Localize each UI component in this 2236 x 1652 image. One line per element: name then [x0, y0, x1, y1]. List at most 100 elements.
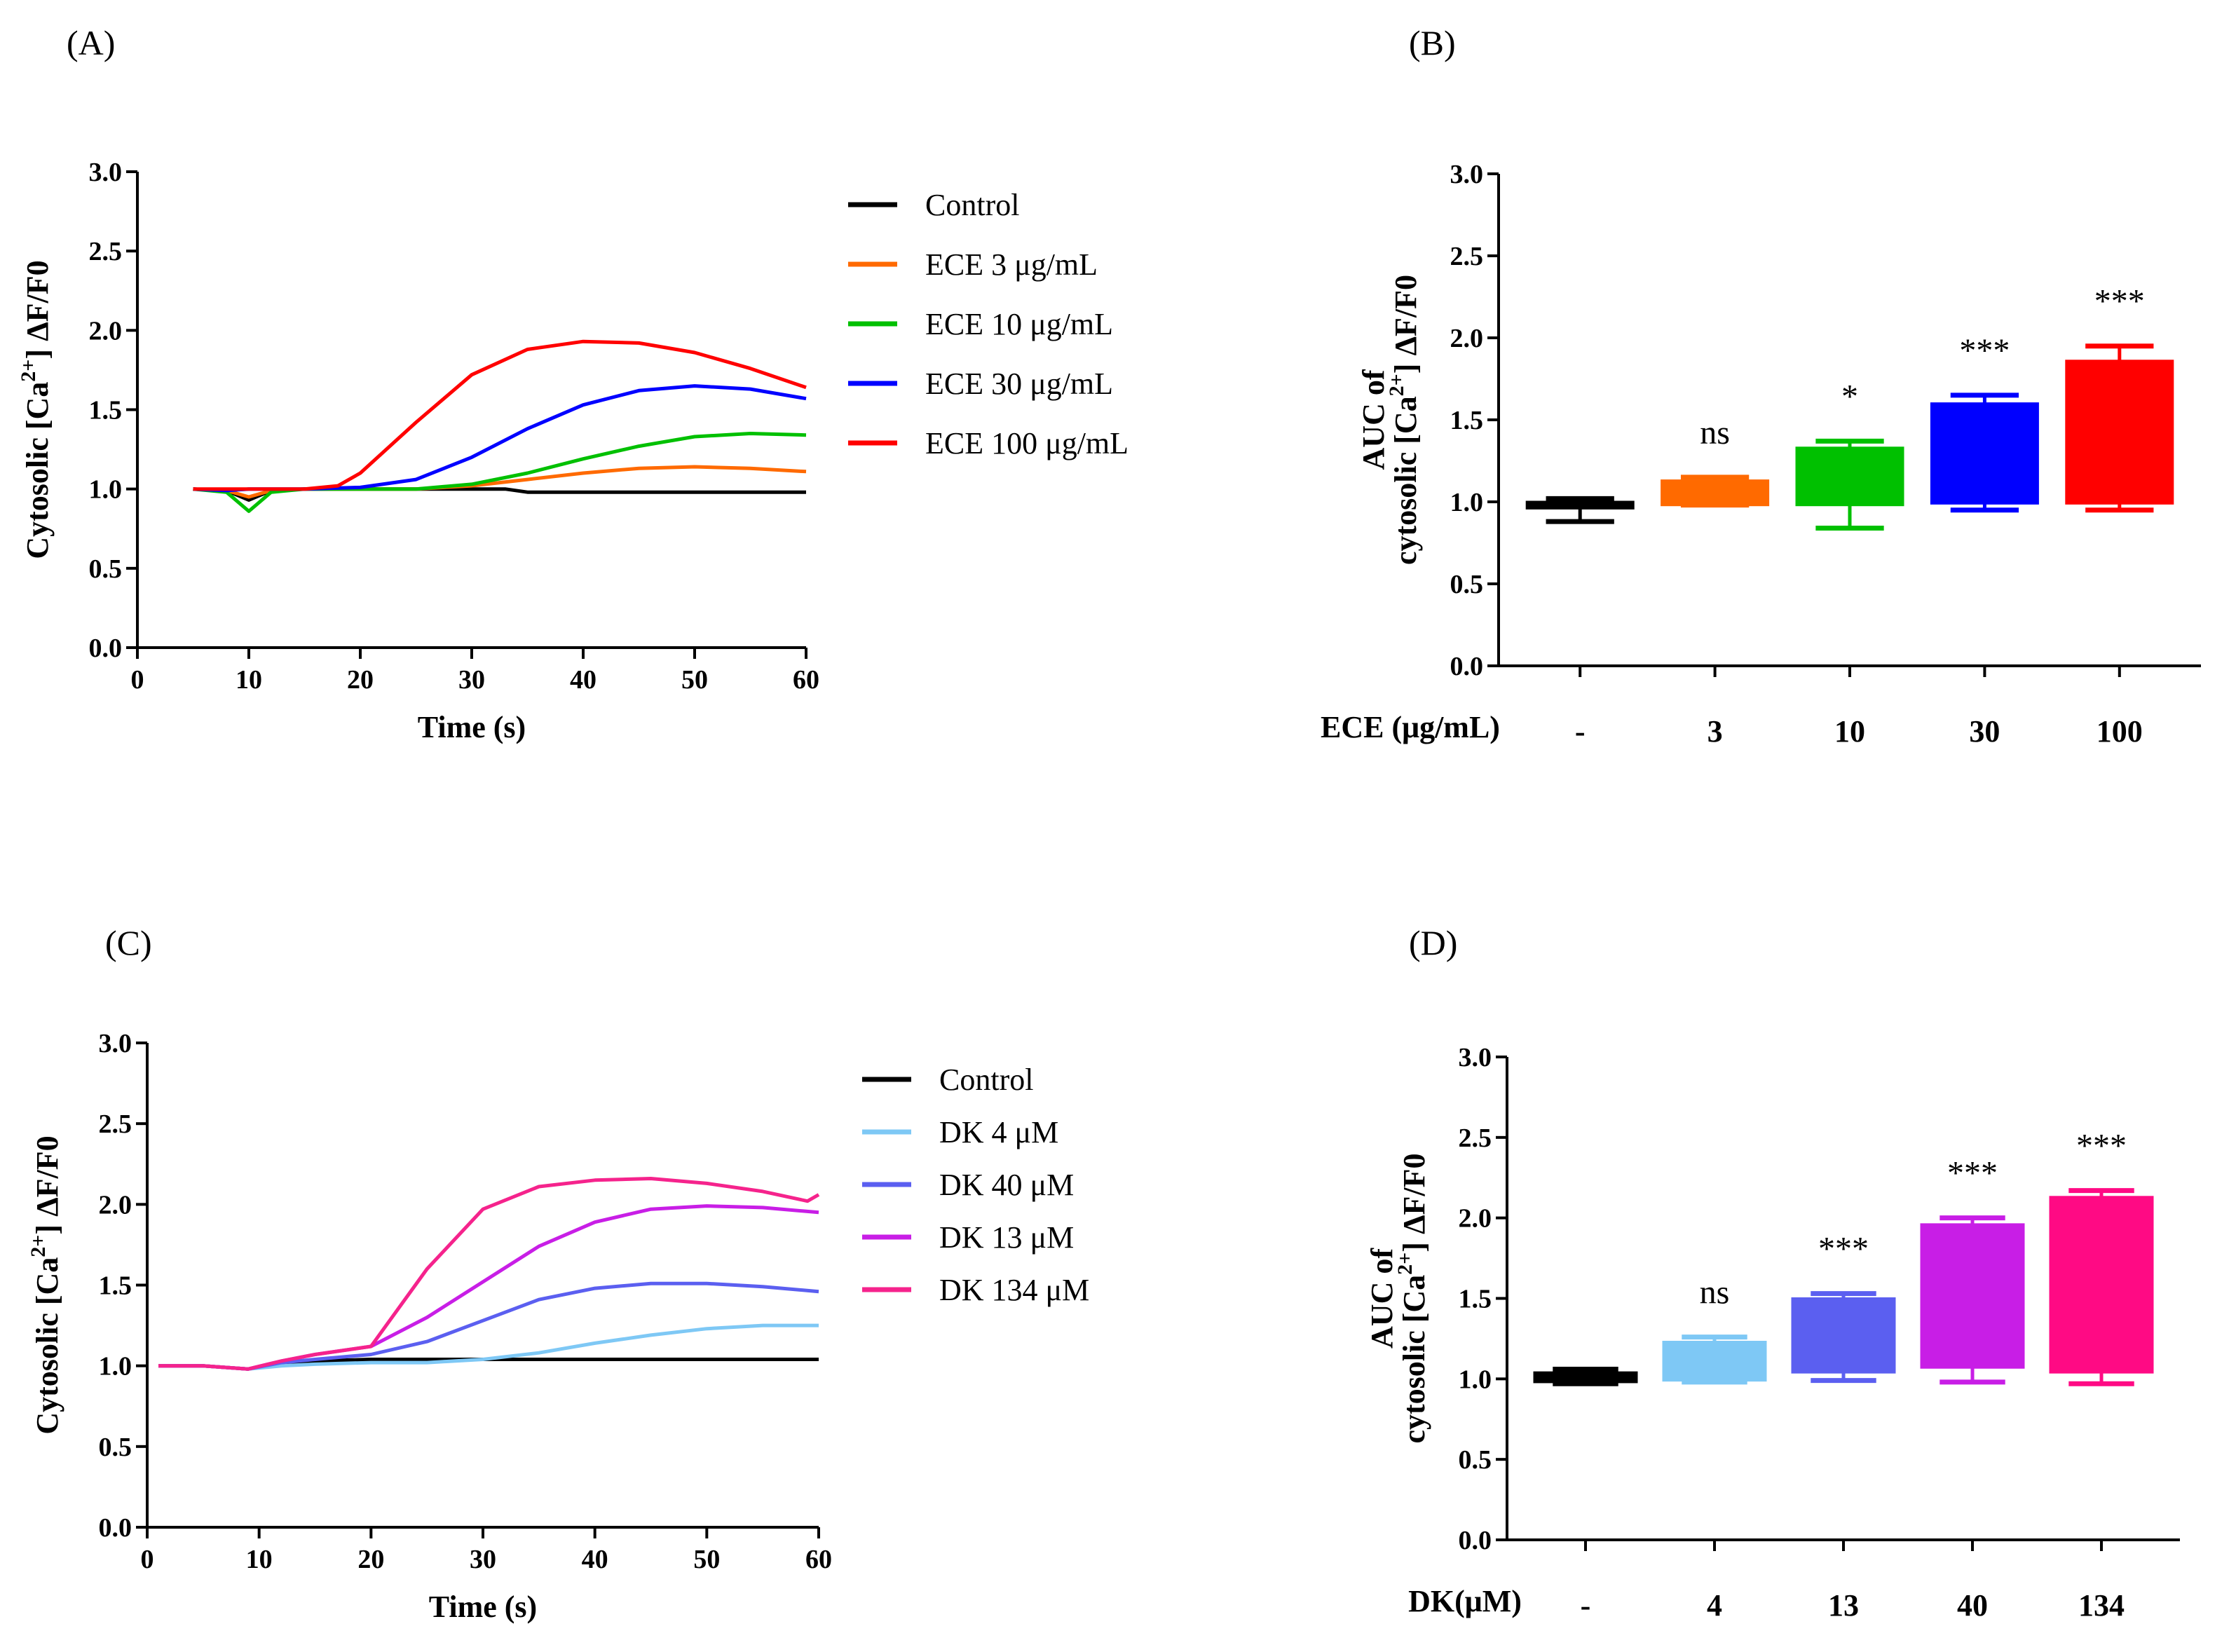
series-line-4 [158, 1204, 819, 1371]
y-tick-label: 1.0 [1459, 1365, 1492, 1394]
x-tick-label: 40 [570, 665, 597, 695]
legend-label-2: ECE 3 μg/mL [925, 247, 1098, 282]
x-axis-title: ECE (μg/mL) [1321, 710, 1500, 744]
series-line-1 [193, 487, 806, 502]
chart-a: 0.0 0.5 1.0 1.5 2.0 2.5 3.0 0 10 20 30 40 50 60 Time (… [17, 158, 1129, 744]
legend-label-2: DK 4 μM [939, 1115, 1058, 1149]
x-tick-label: 30 [458, 665, 485, 695]
y-tick-label: 2.5 [89, 237, 123, 266]
y-tick-label: 3.0 [99, 1029, 132, 1058]
y-tick-label: 2.5 [1450, 242, 1484, 271]
box-2 [1662, 1341, 1767, 1382]
x-tick-label: - [1575, 714, 1586, 749]
y-tick-label: 0.5 [89, 554, 123, 584]
x-tick-label: 30 [1969, 714, 2000, 749]
x-tick-label: 40 [582, 1545, 608, 1574]
x-tick-label: 20 [347, 665, 374, 695]
y-tick-label: 1.0 [89, 475, 123, 505]
panel-c-label: (C) [105, 923, 152, 962]
significance-label: *** [1959, 332, 2010, 369]
x-tick-label: - [1581, 1588, 1591, 1623]
panel-b-label: (B) [1409, 23, 1456, 62]
box-4 [1920, 1223, 2025, 1369]
legend-label-1: Control [925, 188, 1019, 222]
box-5 [2049, 1196, 2154, 1374]
x-tick-label: 4 [1707, 1588, 1722, 1623]
y-tick-label: 0.0 [1450, 652, 1484, 681]
legend-label-3: DK 40 μM [939, 1168, 1074, 1202]
series-line-5 [193, 339, 807, 491]
x-tick-label: 0 [131, 665, 144, 695]
box-1 [1533, 1371, 1638, 1384]
legend-label-4: DK 13 μM [939, 1220, 1074, 1255]
x-tick-label: 3 [1707, 714, 1723, 749]
series-line-3 [193, 432, 807, 513]
box-4 [1930, 402, 2039, 505]
significance-label: ns [1700, 414, 1730, 451]
x-tick-label: 50 [681, 665, 708, 695]
legend-label-5: DK 134 μM [939, 1273, 1089, 1307]
y-tick-label: 1.0 [99, 1352, 132, 1381]
x-tick-label: 134 [2078, 1588, 2125, 1623]
x-tick-label: 0 [141, 1545, 154, 1574]
box-1 [1525, 500, 1635, 510]
series-line-5 [158, 1177, 820, 1371]
significance-label: *** [1947, 1155, 1998, 1192]
y-tick-label: 0.5 [1459, 1445, 1492, 1475]
x-axis-title: DK(μM) [1408, 1584, 1522, 1618]
x-axis-title: Time (s) [429, 1590, 537, 1624]
box-3 [1795, 446, 1904, 507]
legend-label-1: Control [939, 1063, 1033, 1097]
y-tick-label: 2.5 [1459, 1124, 1492, 1153]
legend-label-5: ECE 100 μg/mL [925, 426, 1129, 460]
y-tick-label: 0.5 [99, 1433, 132, 1462]
x-tick-label: 10 [1834, 714, 1865, 749]
y-axis-title-text: cytosolic [Ca2+] ΔF/F0 [1385, 275, 1423, 565]
x-tick-label: 50 [693, 1545, 720, 1574]
x-tick-label: 60 [793, 665, 819, 695]
y-tick-label: 0.0 [99, 1513, 132, 1543]
y-tick-label: 3.0 [1450, 160, 1484, 189]
y-tick-label: 3.0 [1459, 1043, 1492, 1072]
y-axis-title-text: Cytosolic [Ca2+] ΔF/F0 [17, 260, 55, 559]
legend-label-4: ECE 30 μg/mL [925, 367, 1113, 401]
x-tick-label: 13 [1828, 1588, 1859, 1623]
y-tick-label: 0.5 [1450, 570, 1484, 599]
y-tick-label: 1.5 [99, 1271, 132, 1301]
x-tick-label: 20 [357, 1545, 384, 1574]
box-5 [2065, 360, 2174, 505]
x-tick-label: 40 [1957, 1588, 1988, 1623]
y-axis-title-text: cytosolic [Ca2+] ΔF/F0 [1393, 1153, 1431, 1443]
y-tick-label: 1.0 [1450, 488, 1484, 517]
y-tick-label: 1.5 [1450, 406, 1484, 435]
x-tick-label: 30 [470, 1545, 496, 1574]
y-tick-label: 0.0 [1459, 1526, 1492, 1555]
y-axis-title-line1: AUC of [1365, 1248, 1399, 1349]
x-axis-title: Time (s) [418, 710, 526, 744]
y-axis-title: Cytosolic [Ca2+] ΔF/F0 [17, 260, 55, 559]
legend-label-3: ECE 10 μg/mL [925, 307, 1113, 341]
box-2 [1661, 479, 1770, 507]
chart-c: 0.0 0.5 1.0 1.5 2.0 2.5 3.0 0 10 20 30 40 50 60 Time (… [27, 1029, 1089, 1624]
x-tick-label: 10 [236, 665, 262, 695]
y-tick-label: 1.5 [89, 396, 123, 425]
y-tick-label: 2.0 [1450, 324, 1484, 353]
panel-d-label: (D) [1409, 923, 1457, 962]
y-tick-label: 3.0 [89, 158, 123, 187]
panel-a-label: (A) [67, 23, 115, 62]
significance-label: *** [2094, 283, 2145, 320]
y-axis-title: Cytosolic [Ca2+] ΔF/F0 [27, 1135, 64, 1434]
y-axis-title-text: Cytosolic [Ca2+] ΔF/F0 [27, 1135, 64, 1434]
significance-label: *** [2076, 1128, 2127, 1165]
significance-label: * [1841, 378, 1858, 415]
box-3 [1791, 1297, 1896, 1374]
series-line-4 [193, 384, 807, 493]
series-line-2 [158, 1323, 819, 1371]
y-tick-label: 2.0 [89, 316, 123, 346]
significance-label: *** [1818, 1231, 1869, 1268]
